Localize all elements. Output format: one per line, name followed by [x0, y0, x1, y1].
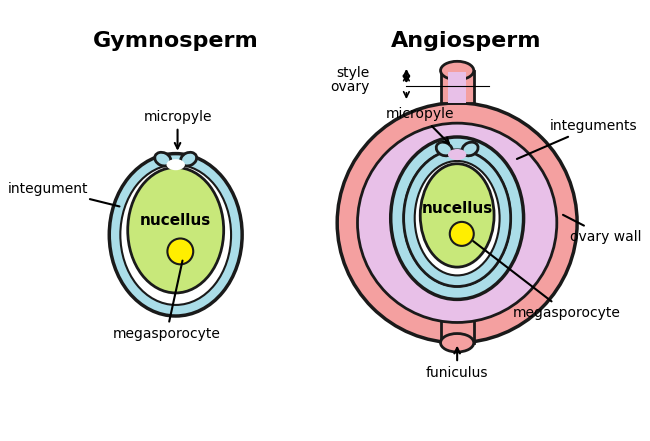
Text: ovary wall: ovary wall — [563, 215, 642, 243]
Polygon shape — [441, 320, 474, 343]
Ellipse shape — [155, 152, 171, 166]
Circle shape — [358, 123, 557, 322]
Circle shape — [450, 222, 474, 246]
Ellipse shape — [181, 152, 197, 166]
Polygon shape — [441, 71, 474, 103]
Text: megasporocyte: megasporocyte — [112, 261, 220, 341]
Ellipse shape — [391, 137, 524, 299]
Ellipse shape — [404, 150, 511, 287]
Ellipse shape — [421, 164, 494, 267]
Text: style: style — [336, 66, 369, 80]
Text: Angiosperm: Angiosperm — [391, 31, 541, 51]
Ellipse shape — [415, 161, 500, 276]
Text: integuments: integuments — [517, 119, 637, 159]
Ellipse shape — [109, 153, 242, 316]
Text: integument: integument — [8, 182, 120, 206]
Ellipse shape — [166, 159, 185, 170]
Ellipse shape — [404, 150, 511, 287]
Ellipse shape — [127, 168, 224, 293]
Text: micropyle: micropyle — [386, 107, 454, 143]
Polygon shape — [448, 72, 467, 103]
Text: nucellus: nucellus — [140, 213, 211, 228]
Circle shape — [168, 239, 193, 264]
Ellipse shape — [441, 333, 474, 352]
Ellipse shape — [120, 164, 231, 305]
Ellipse shape — [448, 149, 467, 160]
Text: Gymnosperm: Gymnosperm — [93, 31, 259, 51]
Text: micropyle: micropyle — [143, 110, 212, 149]
Ellipse shape — [441, 61, 474, 80]
Text: ovary: ovary — [330, 80, 369, 94]
Ellipse shape — [436, 142, 452, 156]
Ellipse shape — [462, 142, 478, 156]
Circle shape — [358, 123, 557, 322]
Text: nucellus: nucellus — [422, 202, 493, 217]
Text: megasporocyte: megasporocyte — [473, 241, 620, 320]
Circle shape — [337, 103, 577, 343]
Text: funiculus: funiculus — [426, 348, 488, 380]
